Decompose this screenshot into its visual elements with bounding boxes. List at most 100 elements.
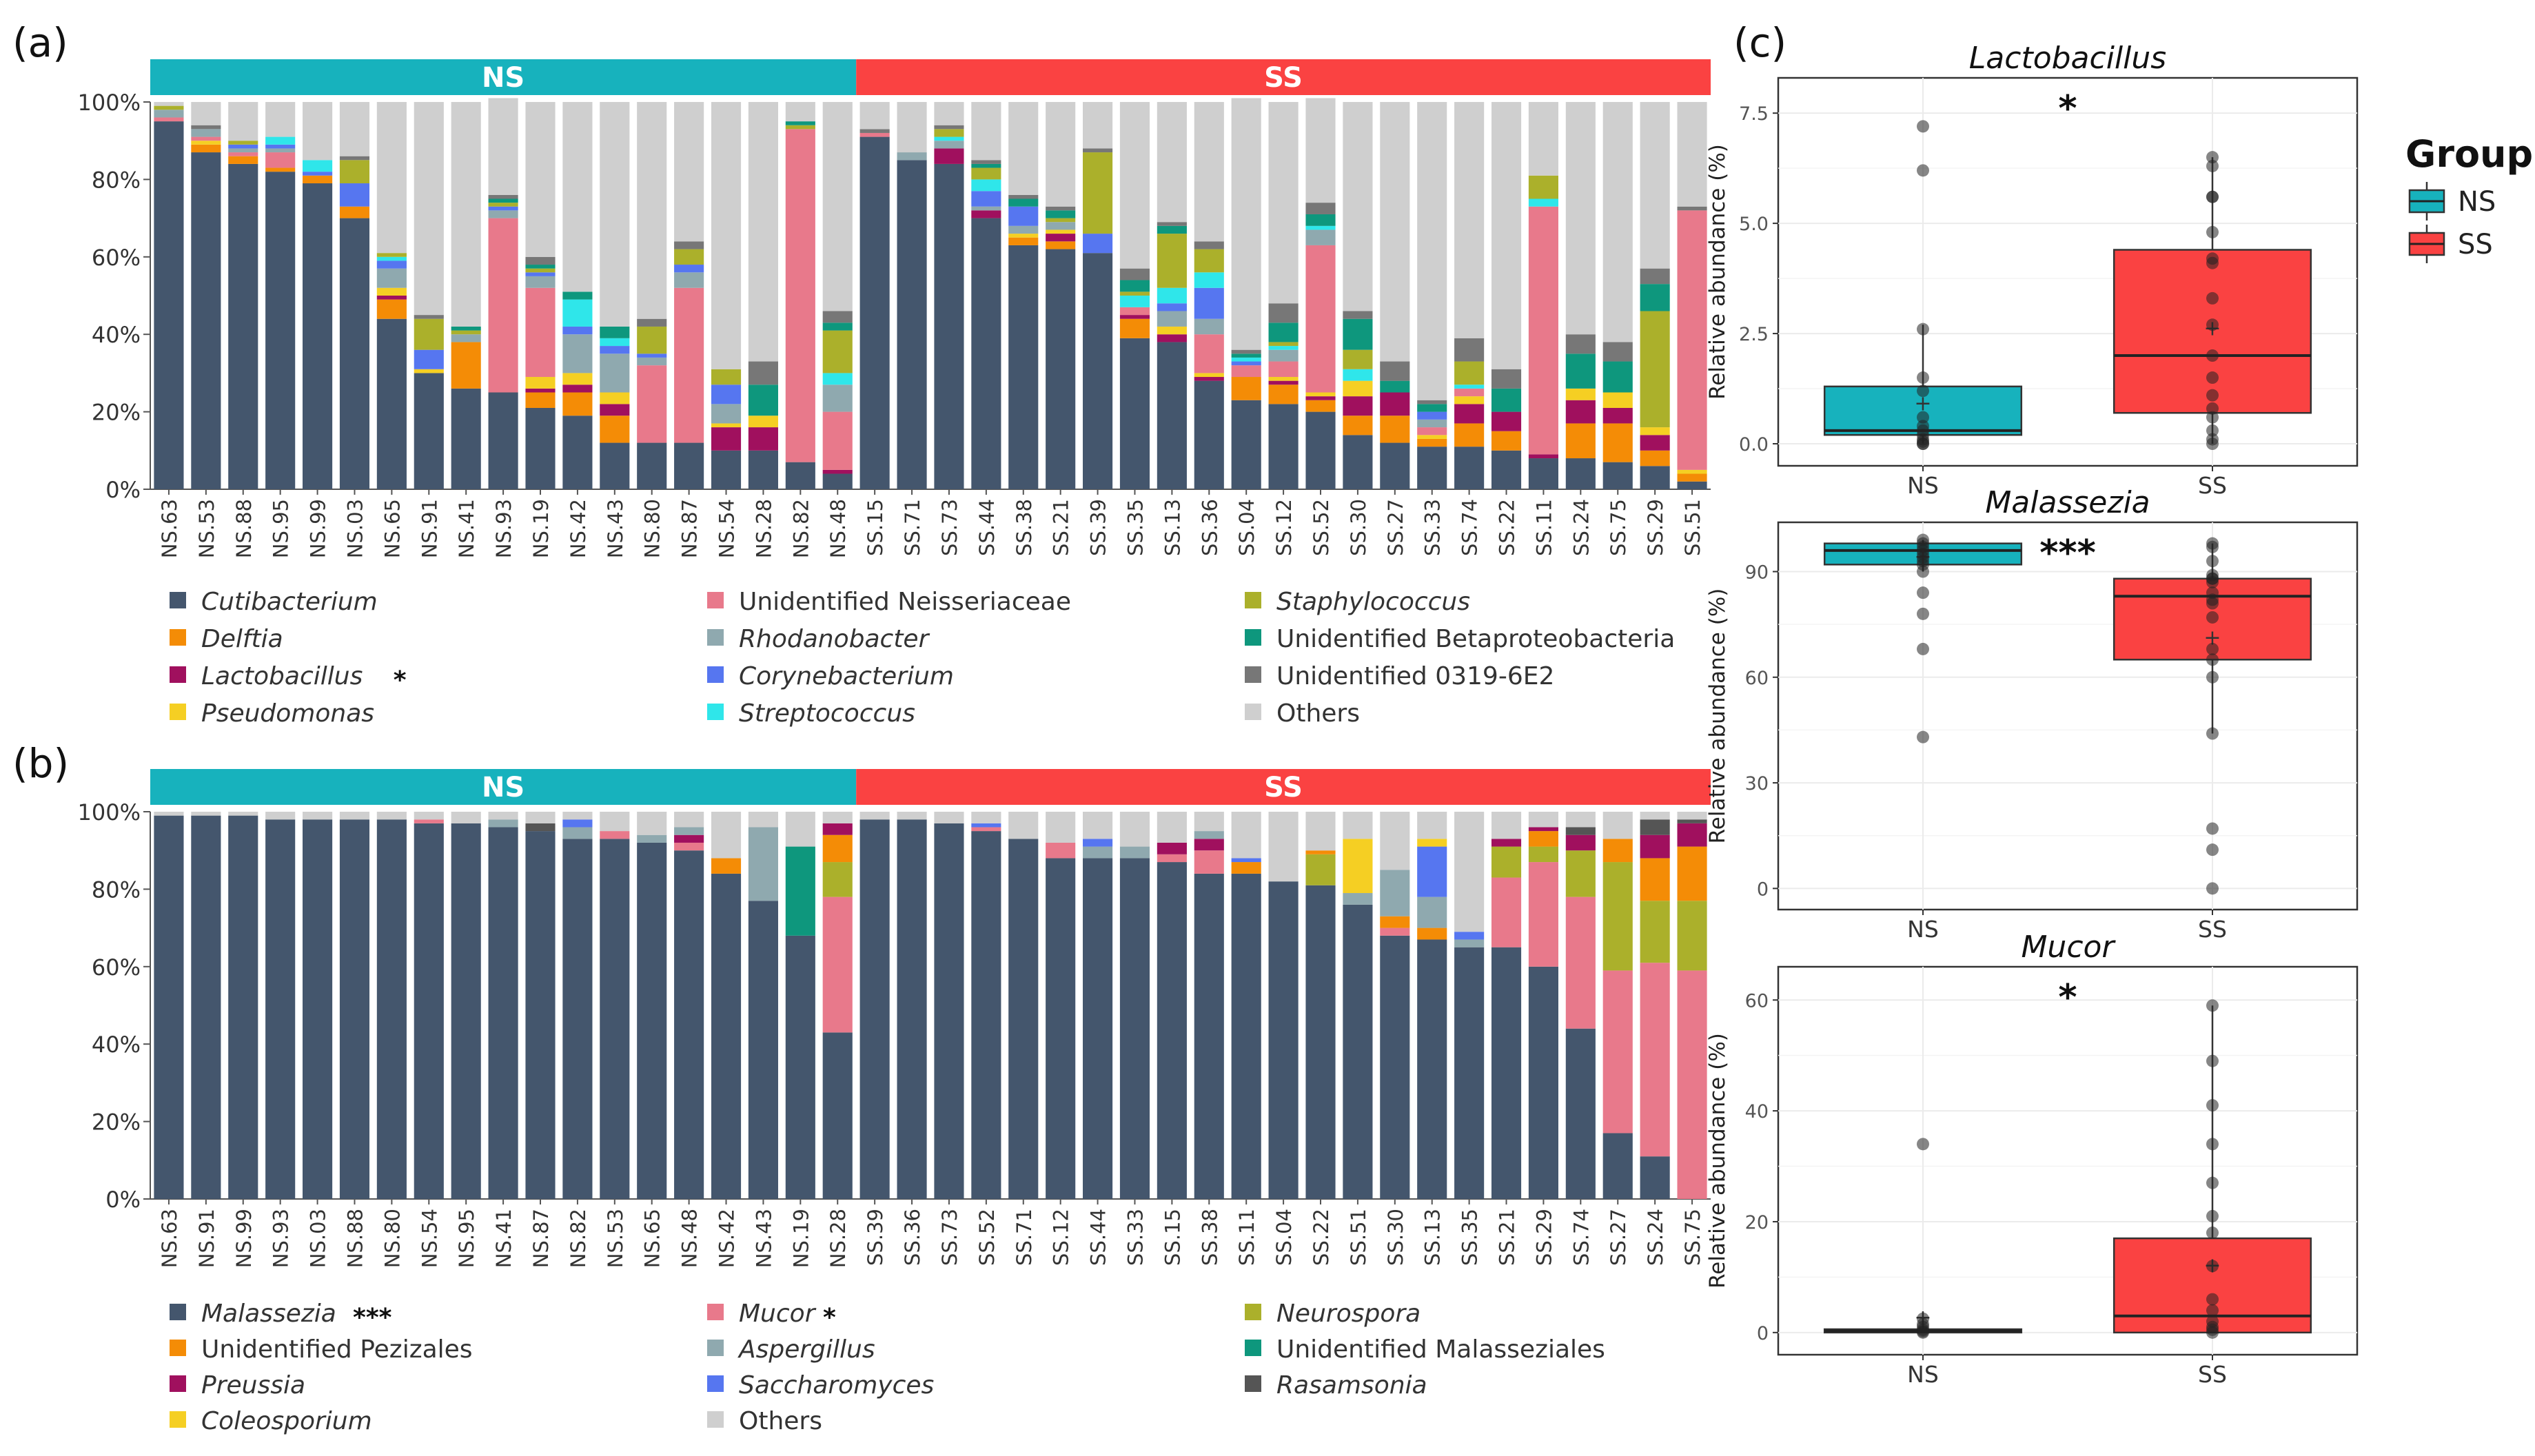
group-strip-ns <box>150 769 857 805</box>
bar-segment <box>1677 823 1707 847</box>
bar-segment <box>1640 812 1670 820</box>
bar-segment <box>562 326 593 335</box>
x-tick-label: SS.33 <box>1421 499 1445 556</box>
data-point <box>1917 438 1929 451</box>
bar-segment <box>1305 203 1336 214</box>
bar-segment <box>1602 423 1633 462</box>
bar-segment <box>1417 896 1447 928</box>
legend-swatch <box>170 1304 186 1320</box>
bar-segment <box>1046 222 1076 230</box>
x-tick-label: NS.28 <box>752 499 775 558</box>
bar-segment <box>1231 365 1261 378</box>
legend-label: Neurospora <box>1276 1300 1421 1328</box>
legend-swatch <box>707 629 724 646</box>
bar-segment <box>785 812 815 847</box>
x-tick-label: SS.21 <box>1050 499 1073 556</box>
y-tick-label: 100% <box>78 799 141 826</box>
bar-segment <box>1417 435 1447 439</box>
x-tick-label: SS.04 <box>1272 1209 1296 1266</box>
bar-segment <box>228 815 258 1199</box>
data-point <box>2206 1260 2219 1273</box>
bar-segment <box>711 369 742 385</box>
legend-swatch <box>170 1411 186 1428</box>
data-point <box>2206 389 2219 402</box>
bar-segment <box>971 831 1001 1199</box>
bar-segment <box>971 160 1001 164</box>
bar-segment <box>1305 411 1336 489</box>
x-tick-label: NS.03 <box>343 499 367 558</box>
bar-segment <box>376 102 407 254</box>
bar-segment <box>1343 380 1373 397</box>
bar-segment <box>525 256 556 265</box>
bar-segment <box>674 265 704 273</box>
x-tick-label: SS.11 <box>1235 1209 1259 1266</box>
data-point <box>1917 371 1929 384</box>
bar-segment <box>451 330 481 335</box>
bar-segment <box>1454 939 1485 947</box>
x-tick-label: NS <box>1907 472 1939 499</box>
bar-segment <box>1343 893 1373 905</box>
bar-segment <box>1305 854 1336 885</box>
bar-segment <box>488 194 518 199</box>
bar-segment <box>1194 850 1224 874</box>
bar-segment <box>303 819 333 1199</box>
bar-segment <box>1268 881 1299 1199</box>
panel-a-label: (a) <box>12 19 68 66</box>
bar-segment <box>154 105 184 110</box>
bar-segment <box>488 203 518 207</box>
bar-segment <box>1380 870 1410 916</box>
bar-segment <box>1046 812 1076 843</box>
bar-segment <box>934 148 964 164</box>
bar-segment <box>228 102 258 141</box>
data-point <box>2206 822 2219 835</box>
bar-segment <box>1380 812 1410 870</box>
bar-segment <box>637 102 667 319</box>
data-point <box>2206 1293 2219 1306</box>
bar-segment <box>1528 458 1558 489</box>
bar-segment <box>1417 427 1447 435</box>
x-tick-label: SS.74 <box>1458 499 1482 556</box>
bar-segment <box>934 141 964 149</box>
bar-segment <box>600 392 630 404</box>
legend-swatch <box>170 1340 186 1356</box>
bar-segment <box>971 179 1001 192</box>
bar-segment <box>339 183 370 207</box>
bar-segment <box>971 827 1001 832</box>
y-tick-label: 7.5 <box>1739 103 1769 125</box>
bar-segment <box>785 935 815 1199</box>
plot-title: Malassezia <box>1985 485 2150 520</box>
bar-segment <box>1119 846 1150 859</box>
bar-segment <box>1157 287 1187 304</box>
x-tick-label: NS.91 <box>418 499 441 558</box>
legend-swatch <box>1245 629 1261 646</box>
bar-segment <box>1157 326 1187 335</box>
bar-segment <box>897 160 927 490</box>
bar-segment <box>1343 812 1373 839</box>
bar-segment <box>562 291 593 300</box>
bar-segment <box>562 416 593 489</box>
x-tick-label: NS.19 <box>529 499 553 558</box>
bar-segment <box>1528 206 1558 455</box>
x-tick-label: SS.29 <box>1532 1209 1556 1266</box>
bar-segment <box>1008 839 1039 1199</box>
bar-segment <box>1194 249 1224 273</box>
bar-segment <box>1491 450 1522 489</box>
x-tick-label: SS.44 <box>975 499 999 556</box>
x-tick-label: NS.80 <box>380 1209 404 1268</box>
y-axis-label: Relative abundance (%) <box>1705 1033 1730 1289</box>
x-tick-label: SS.35 <box>1458 1209 1482 1266</box>
bar-segment <box>637 353 667 358</box>
bar-segment <box>934 163 964 490</box>
x-tick-label: NS.53 <box>604 1209 627 1268</box>
bar-segment <box>934 125 964 130</box>
bar-segment <box>339 812 370 820</box>
x-tick-label: NS.87 <box>529 1209 553 1268</box>
bar-segment <box>785 102 815 122</box>
bar-segment <box>1083 253 1113 489</box>
bar-segment <box>414 819 444 823</box>
bar-segment <box>1343 349 1373 369</box>
bar-segment <box>191 812 221 816</box>
bar-segment <box>1454 423 1485 447</box>
data-point <box>1917 607 1929 620</box>
